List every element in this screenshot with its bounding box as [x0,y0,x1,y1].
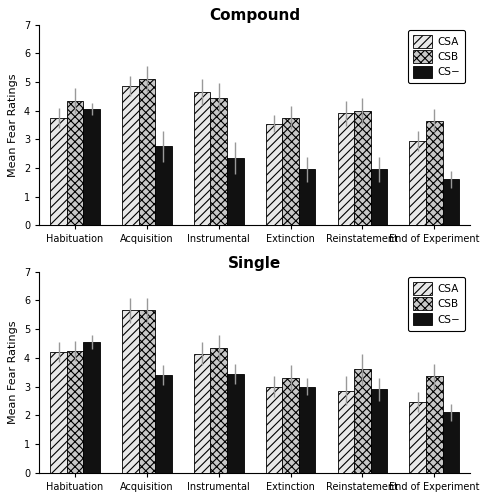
Bar [50,118,67,226]
Bar [194,92,211,226]
Bar [426,376,442,472]
Bar [83,109,100,226]
Bar [370,170,387,226]
Bar [299,386,315,472]
Bar [370,390,387,472]
Bar [67,350,83,472]
Title: Single: Single [228,256,281,270]
Title: Compound: Compound [209,8,300,24]
Legend: CSA, CSB, CS−: CSA, CSB, CS− [408,277,465,330]
Bar [426,120,442,226]
Bar [282,118,299,226]
Bar [338,391,354,472]
Bar [139,310,155,472]
Bar [442,412,459,472]
Bar [338,114,354,226]
Bar [409,402,426,472]
Bar [211,348,227,472]
Bar [227,158,244,226]
Y-axis label: Mean Fear Ratings: Mean Fear Ratings [8,73,18,176]
Bar [139,79,155,226]
Bar [83,342,100,472]
Bar [67,100,83,226]
Bar [266,124,282,226]
Bar [122,86,139,226]
Bar [194,354,211,472]
Bar [354,370,370,472]
Bar [155,375,172,472]
Bar [122,310,139,472]
Bar [442,180,459,226]
Bar [50,352,67,472]
Bar [354,110,370,226]
Bar [266,386,282,472]
Bar [155,146,172,226]
Bar [227,374,244,472]
Legend: CSA, CSB, CS−: CSA, CSB, CS− [408,30,465,84]
Bar [299,170,315,226]
Y-axis label: Mean Fear Ratings: Mean Fear Ratings [8,320,18,424]
Bar [409,140,426,226]
Bar [282,378,299,472]
Bar [211,98,227,226]
